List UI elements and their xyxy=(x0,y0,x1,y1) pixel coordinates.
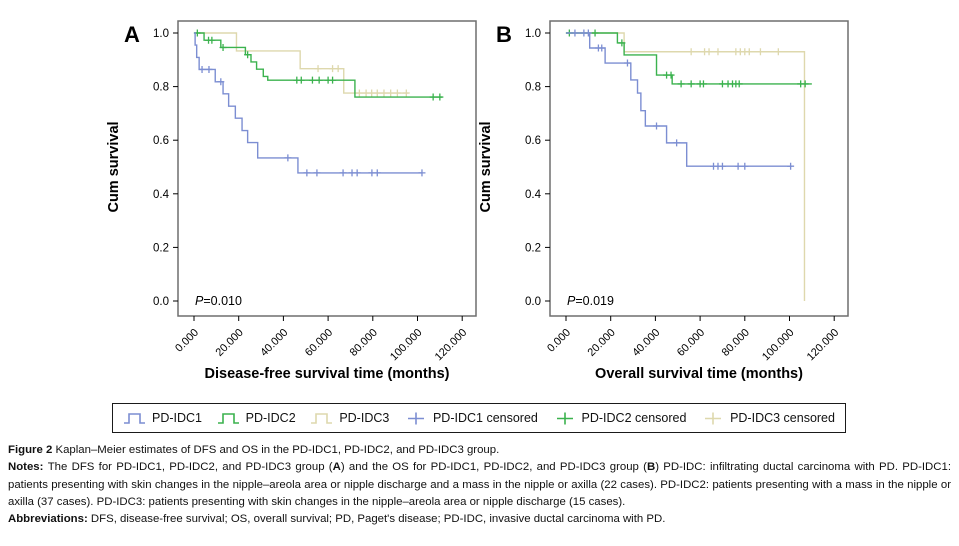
censor-marks-PD-IDC3 xyxy=(687,48,782,56)
y-axis-title: Cum survival xyxy=(478,121,494,212)
plus-icon xyxy=(556,412,573,424)
plot-frame xyxy=(549,20,849,317)
figure-abbreviations: Abbreviations: DFS, disease-free surviva… xyxy=(8,513,666,526)
x-tick-label: 40.000 xyxy=(258,327,290,359)
plus-icon xyxy=(705,412,722,424)
y-tick-label: 1.0 xyxy=(525,28,541,40)
censor-marks-PD-IDC1 xyxy=(571,29,795,170)
x-tick-label: 60.000 xyxy=(675,327,707,359)
legend-item-pd-idc1: PD-IDC1 xyxy=(123,411,202,426)
legend-item-pd-idc3-censored: PD-IDC3 censored xyxy=(701,411,835,426)
y-tick-label: 0.6 xyxy=(525,135,541,147)
figure-notes: Notes: The DFS for PD-IDC1, PD-IDC2, and… xyxy=(8,461,951,508)
y-tick-label: 0.0 xyxy=(153,296,169,308)
legend-item-pd-idc3: PD-IDC3 xyxy=(310,411,389,426)
legend-label: PD-IDC2 xyxy=(245,411,296,425)
y-tick-label: 0.6 xyxy=(153,135,169,147)
x-tick-label: 120.000 xyxy=(805,327,842,364)
y-tick-label: 0.2 xyxy=(153,242,169,254)
step-line-icon xyxy=(217,412,239,424)
figure-caption: Figure 2 Kaplan–Meier estimates of DFS a… xyxy=(8,442,951,528)
y-tick-label: 1.0 xyxy=(153,28,169,40)
legend-label: PD-IDC3 censored xyxy=(730,411,835,425)
censor-marks-PD-IDC2 xyxy=(193,29,444,101)
x-tick-label: 120.000 xyxy=(433,327,470,364)
x-tick-label: 0.000 xyxy=(173,327,201,355)
y-axis-title: Cum survival xyxy=(106,121,122,212)
km-curve-PD-IDC3 xyxy=(194,32,409,94)
x-axis: 0.000 20.000 40.000 60.000 80.000 100.000 120.… xyxy=(545,316,841,363)
p-value-annotation: P=0.010 xyxy=(195,294,242,308)
x-axis-title: Overall survival time (months) xyxy=(595,366,803,382)
x-axis-title: Disease-free survival time (months) xyxy=(205,366,450,382)
x-tick-label: 80.000 xyxy=(720,327,752,359)
censor-marks-PD-IDC3 xyxy=(314,65,410,97)
legend-label: PD-IDC1 xyxy=(152,411,203,425)
x-tick-label: 60.000 xyxy=(303,327,335,359)
x-axis: 0.000 20.000 40.000 60.000 80.000 100.000 120.… xyxy=(173,316,469,363)
figure-legend: PD-IDC1 PD-IDC2 PD-IDC3 PD-IDC1 censored PD-… xyxy=(112,403,846,433)
legend-label: PD-IDC1 censored xyxy=(432,411,538,425)
y-axis: 0.0 0.2 0.4 0.6 0.8 1.0 xyxy=(525,28,550,308)
legend-item-pd-idc1-censored: PD-IDC1 censored xyxy=(404,411,538,426)
km-curve-PD-IDC1 xyxy=(194,32,422,174)
legend-item-pd-idc2-censored: PD-IDC2 censored xyxy=(553,411,687,426)
panel-label: A xyxy=(124,22,140,47)
y-axis: 0.0 0.2 0.4 0.6 0.8 1.0 xyxy=(153,28,178,308)
p-value-annotation: P=0.019 xyxy=(567,294,614,308)
y-tick-label: 0.8 xyxy=(153,82,169,94)
x-tick-label: 80.000 xyxy=(348,327,380,359)
x-tick-label: 40.000 xyxy=(630,327,662,359)
km-plot-A: 0.0 0.2 0.4 0.6 0.8 1.0 0.000 20.000 40.000 60.00… xyxy=(106,20,477,382)
kaplan-meier-panel-B: 0.0 0.2 0.4 0.6 0.8 1.0 0.000 20.000 40.000 60.00… xyxy=(472,6,857,406)
censor-marks-PD-IDC1 xyxy=(198,65,426,177)
y-tick-label: 0.4 xyxy=(153,189,170,201)
plus-icon xyxy=(407,412,424,424)
x-tick-label: 20.000 xyxy=(214,327,246,359)
km-plot-B: 0.0 0.2 0.4 0.6 0.8 1.0 0.000 20.000 40.000 60.00… xyxy=(478,20,849,382)
step-line-icon xyxy=(311,412,333,424)
plot-frame xyxy=(177,20,477,317)
y-tick-label: 0.0 xyxy=(525,296,541,308)
y-tick-label: 0.4 xyxy=(525,189,542,201)
km-curve-PD-IDC2 xyxy=(194,32,443,98)
step-line-icon xyxy=(124,412,145,424)
x-tick-label: 0.000 xyxy=(545,327,573,355)
x-tick-label: 100.000 xyxy=(760,327,797,364)
y-tick-label: 0.8 xyxy=(525,82,541,94)
figure-title: Figure 2 Kaplan–Meier estimates of DFS a… xyxy=(8,444,500,456)
x-tick-label: 100.000 xyxy=(388,327,425,364)
x-tick-label: 20.000 xyxy=(586,327,618,359)
legend-item-pd-idc2: PD-IDC2 xyxy=(217,411,296,426)
y-tick-label: 0.2 xyxy=(525,242,541,254)
km-curve-PD-IDC2 xyxy=(566,32,812,85)
legend-label: PD-IDC2 censored xyxy=(581,411,687,425)
kaplan-meier-panel-A: 0.0 0.2 0.4 0.6 0.8 1.0 0.000 20.000 40.000 60.00… xyxy=(100,6,485,406)
panel-label: B xyxy=(496,22,512,47)
legend-label: PD-IDC3 xyxy=(339,411,390,425)
